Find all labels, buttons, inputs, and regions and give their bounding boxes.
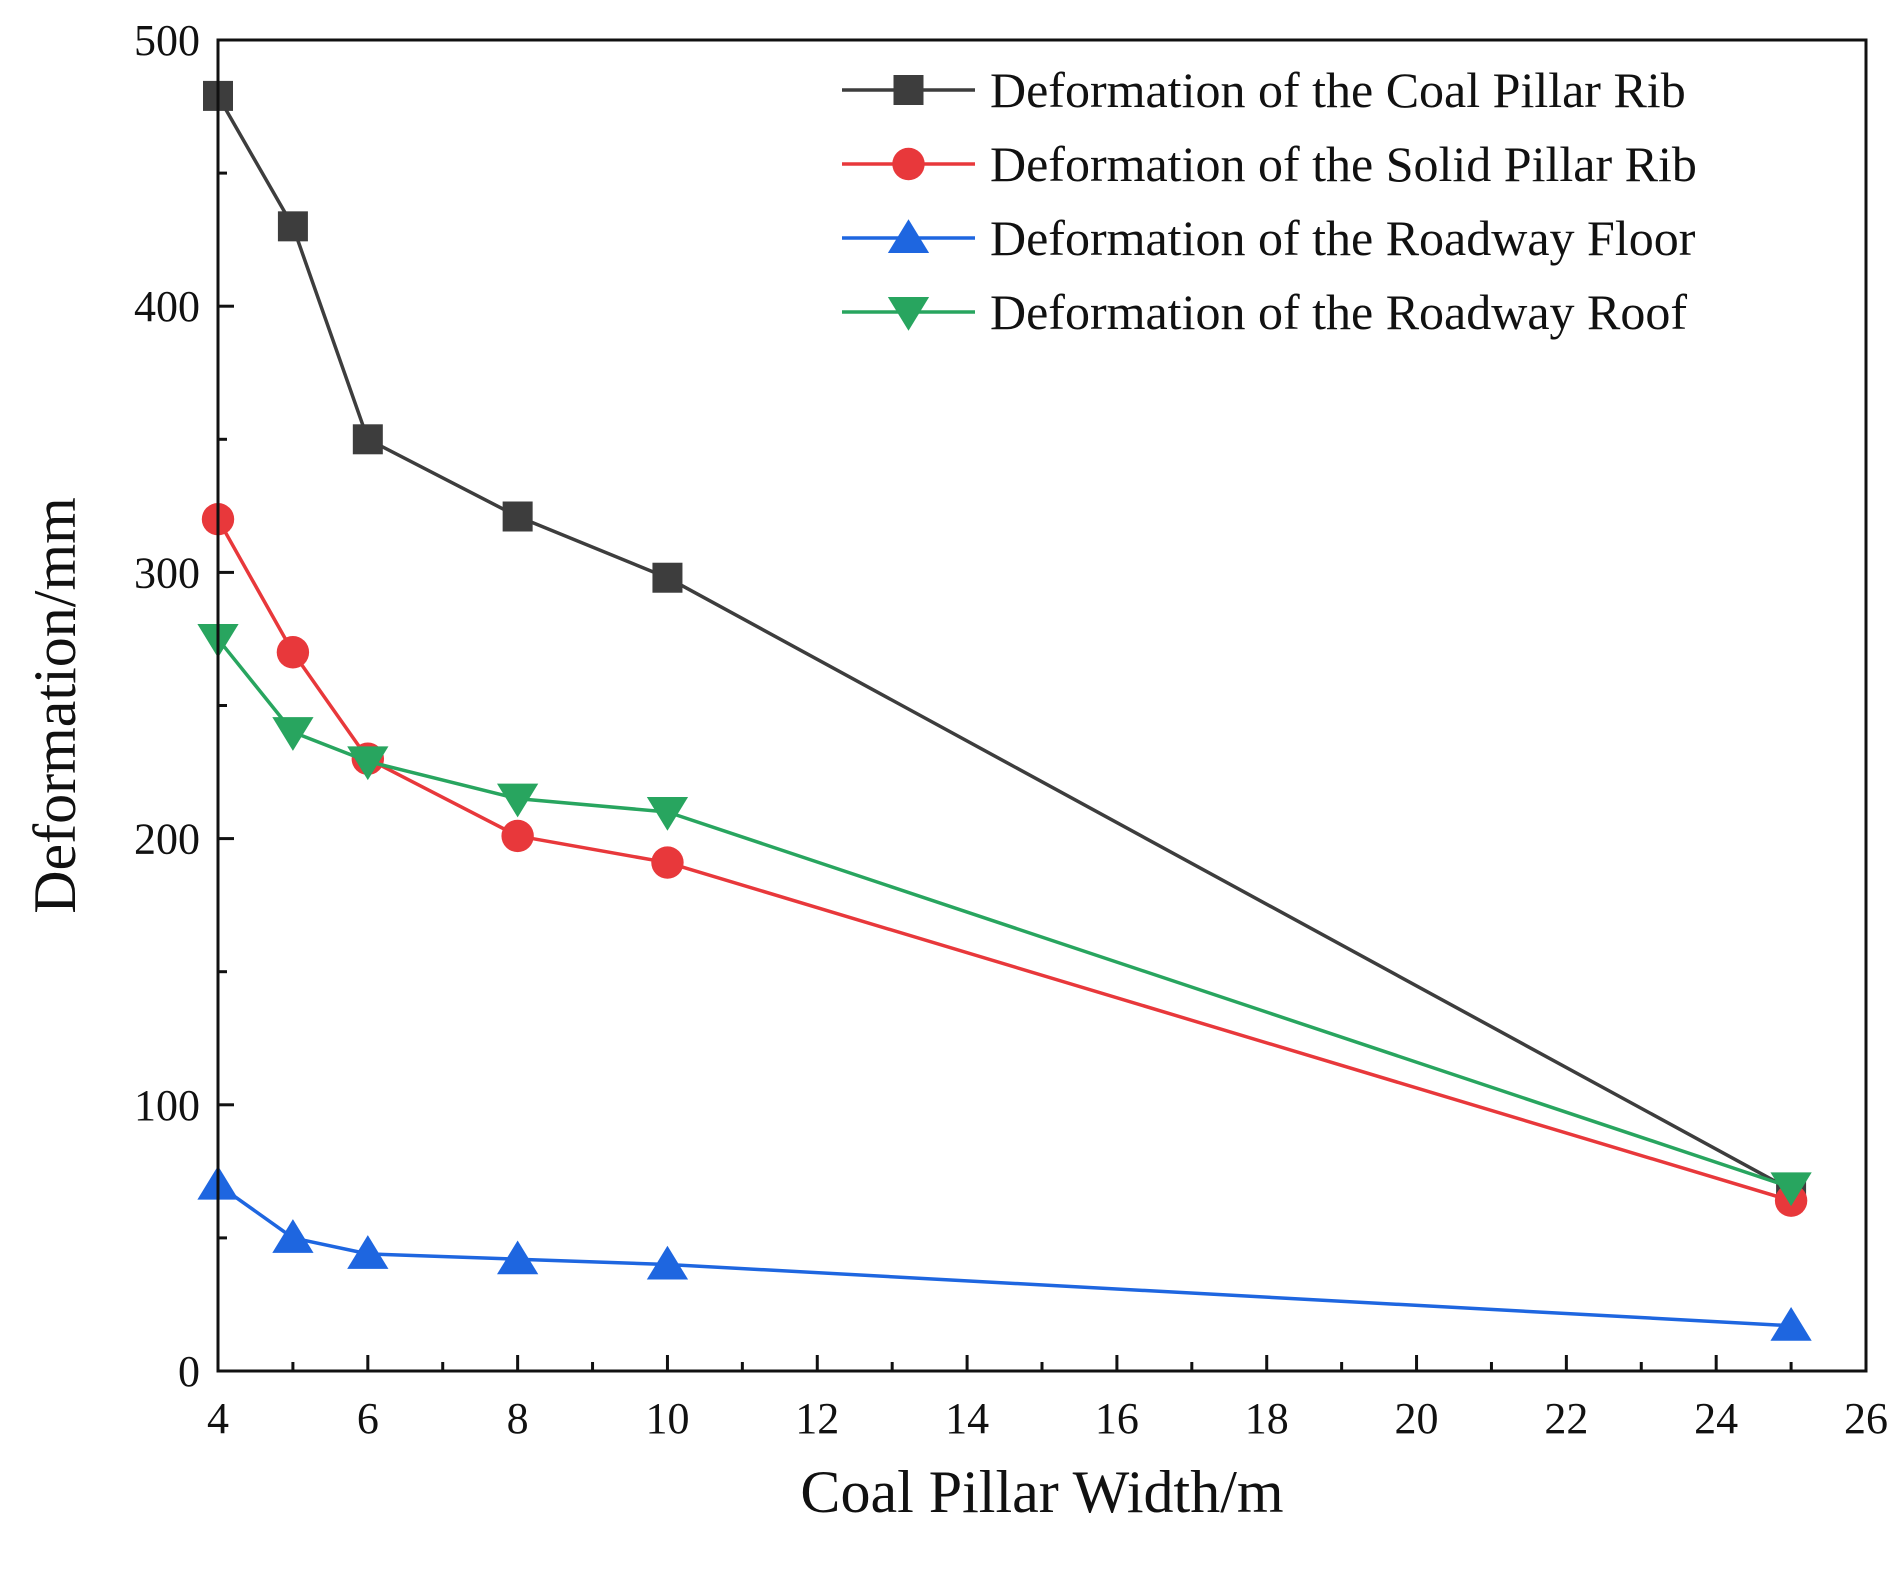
x-tick-label: 12 <box>795 1394 839 1443</box>
y-tick-label: 0 <box>178 1347 200 1396</box>
legend-marker <box>893 75 924 105</box>
series-circle <box>201 502 1808 1217</box>
data-point <box>277 211 308 242</box>
x-tick-label: 14 <box>945 1394 989 1443</box>
data-point <box>646 796 689 831</box>
data-point <box>347 746 389 781</box>
legend: Deformation of the Coal Pillar Rib Deform… <box>842 62 1697 340</box>
y-axis: 0 100 200 300 400 500 <box>134 16 234 1396</box>
x-tick-label: 20 <box>1395 1394 1439 1443</box>
legend-label: Deformation of the Roadway Roof <box>990 284 1687 340</box>
data-point <box>497 783 539 818</box>
y-tick-label: 400 <box>134 282 200 331</box>
legend-item: Deformation of the Roadway Floor <box>842 210 1696 266</box>
data-point <box>352 424 383 455</box>
legend-marker <box>887 297 930 331</box>
x-axis-title: Coal Pillar Width/m <box>800 1459 1283 1525</box>
series-layer <box>197 80 1812 1341</box>
x-tick-label: 4 <box>207 1394 229 1443</box>
y-tick-label: 300 <box>134 548 200 597</box>
legend-label: Deformation of the Solid Pillar Rib <box>990 136 1697 192</box>
series-triangle-up <box>197 1165 1812 1341</box>
legend-item: Deformation of the Roadway Roof <box>842 284 1687 340</box>
y-tick-label: 200 <box>134 815 200 864</box>
data-point <box>501 819 534 853</box>
data-point <box>276 636 310 669</box>
series-line <box>216 518 1792 1203</box>
x-tick-label: 18 <box>1245 1394 1289 1443</box>
series-line <box>216 1183 1792 1328</box>
legend-item: Deformation of the Solid Pillar Rib <box>842 136 1697 192</box>
legend-marker <box>892 147 925 181</box>
x-tick-label: 22 <box>1544 1394 1588 1443</box>
x-axis: 4 6 8 10 12 14 16 18 20 22 24 26 <box>207 1355 1888 1443</box>
data-point <box>1770 1172 1812 1207</box>
y-tick-label: 100 <box>134 1081 200 1130</box>
data-point <box>272 717 314 751</box>
series-triangle-down <box>197 623 1812 1207</box>
legend-label: Deformation of the Coal Pillar Rib <box>990 62 1686 118</box>
data-point <box>502 501 533 532</box>
x-tick-label: 24 <box>1694 1394 1738 1443</box>
data-point <box>1770 1306 1812 1341</box>
x-tick-label: 8 <box>507 1394 529 1443</box>
data-point <box>652 562 683 593</box>
y-axis-title: Deformation/mm <box>22 497 88 914</box>
x-tick-label: 26 <box>1844 1394 1888 1443</box>
data-point <box>646 1245 689 1280</box>
data-point <box>347 1235 389 1269</box>
data-point <box>497 1240 539 1275</box>
legend-item: Deformation of the Coal Pillar Rib <box>842 62 1686 118</box>
y-tick-label: 500 <box>134 16 200 65</box>
series-line <box>216 637 1792 1189</box>
x-tick-label: 16 <box>1095 1394 1139 1443</box>
legend-label: Deformation of the Roadway Floor <box>990 210 1696 266</box>
series-line <box>216 95 1792 1192</box>
data-point <box>651 846 684 879</box>
x-tick-label: 6 <box>357 1394 379 1443</box>
data-point <box>272 1219 314 1253</box>
x-tick-label: 10 <box>645 1394 689 1443</box>
legend-marker <box>887 219 930 253</box>
